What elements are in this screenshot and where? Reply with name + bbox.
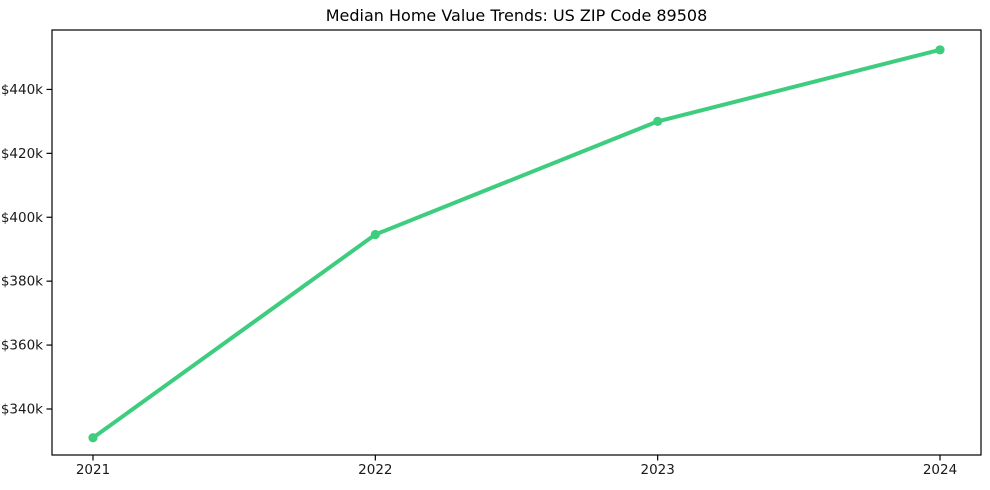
data-point-marker <box>88 433 98 443</box>
y-tick-label: $400k <box>1 210 43 226</box>
x-tick-label: 2024 <box>923 462 957 478</box>
y-tick-label: $380k <box>1 274 43 290</box>
x-tick-label: 2022 <box>358 462 392 478</box>
y-tick-label: $360k <box>1 338 43 354</box>
data-point-marker <box>935 45 945 55</box>
y-tick-label: $440k <box>1 82 43 98</box>
data-point-marker <box>370 229 380 240</box>
plot-area-spines <box>51 29 982 456</box>
chart-title: Median Home Value Trends: US ZIP Code 89… <box>325 6 708 25</box>
y-tick-label: $420k <box>1 146 43 162</box>
y-tick-label: $340k <box>1 401 43 417</box>
x-tick-label: 2021 <box>76 462 110 478</box>
data-point-marker <box>653 116 663 126</box>
x-tick-label: 2023 <box>640 462 674 478</box>
trend-line <box>91 47 942 440</box>
